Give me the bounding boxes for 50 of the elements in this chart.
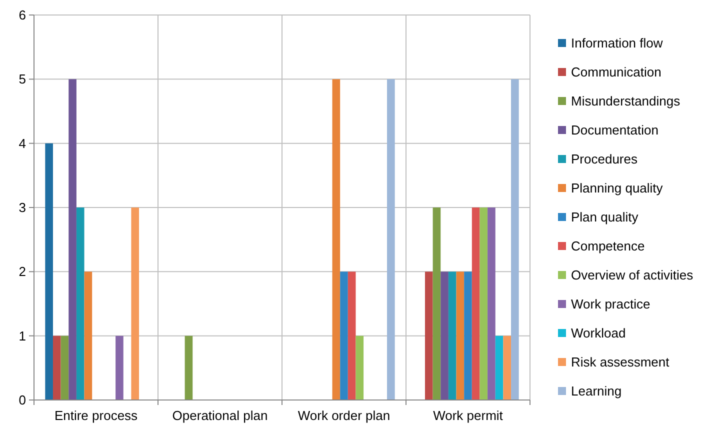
x-tick-label: Operational plan bbox=[172, 408, 268, 423]
bar bbox=[52, 336, 61, 400]
bar bbox=[503, 336, 512, 400]
y-tick-label: 2 bbox=[18, 264, 26, 280]
bar bbox=[356, 336, 364, 400]
legend-label: Risk assessment bbox=[571, 354, 670, 370]
bar bbox=[332, 79, 340, 400]
bar bbox=[464, 272, 472, 400]
bar bbox=[76, 208, 84, 400]
bar bbox=[432, 208, 441, 400]
legend-label: Learning bbox=[571, 384, 622, 399]
legend-label: Communication bbox=[571, 64, 662, 80]
bar bbox=[116, 336, 124, 400]
x-tick-label: Entire process bbox=[54, 408, 138, 423]
bar bbox=[480, 208, 488, 400]
x-tick-label: Work order plan bbox=[298, 408, 390, 423]
y-tick-label: 0 bbox=[18, 392, 26, 408]
legend-label: Plan quality bbox=[571, 210, 639, 225]
bar bbox=[340, 272, 348, 400]
legend-label: Workload bbox=[571, 326, 626, 341]
legend-label: Documentation bbox=[571, 122, 658, 138]
y-tick-label: 5 bbox=[18, 72, 26, 87]
bar bbox=[488, 208, 496, 400]
legend-label: Procedures bbox=[571, 152, 638, 167]
legend-label: Competence bbox=[571, 238, 645, 254]
x-tick-label: Work permit bbox=[433, 408, 504, 423]
bar bbox=[68, 79, 76, 400]
bar bbox=[472, 208, 480, 400]
legend-label: Misunderstandings bbox=[571, 94, 681, 109]
bar bbox=[511, 79, 519, 400]
bar bbox=[84, 272, 92, 400]
legend-label: Work practice bbox=[571, 296, 650, 312]
bar bbox=[495, 336, 504, 400]
legend-label: Overview of activities bbox=[571, 268, 694, 283]
bar bbox=[456, 272, 464, 400]
y-tick-label: 1 bbox=[18, 328, 26, 344]
bar bbox=[387, 79, 395, 400]
legend-label: Information flow bbox=[571, 36, 664, 51]
bar bbox=[440, 272, 448, 400]
y-tick-label: 4 bbox=[18, 136, 26, 151]
y-tick-label: 6 bbox=[18, 8, 26, 23]
y-tick-label: 3 bbox=[18, 200, 26, 216]
bar bbox=[131, 208, 140, 400]
bar bbox=[424, 272, 433, 400]
bar bbox=[184, 336, 193, 400]
bar bbox=[448, 272, 456, 400]
bar bbox=[348, 272, 356, 400]
bar bbox=[60, 336, 69, 400]
legend-label: Planning quality bbox=[571, 180, 664, 196]
bar bbox=[45, 143, 53, 400]
